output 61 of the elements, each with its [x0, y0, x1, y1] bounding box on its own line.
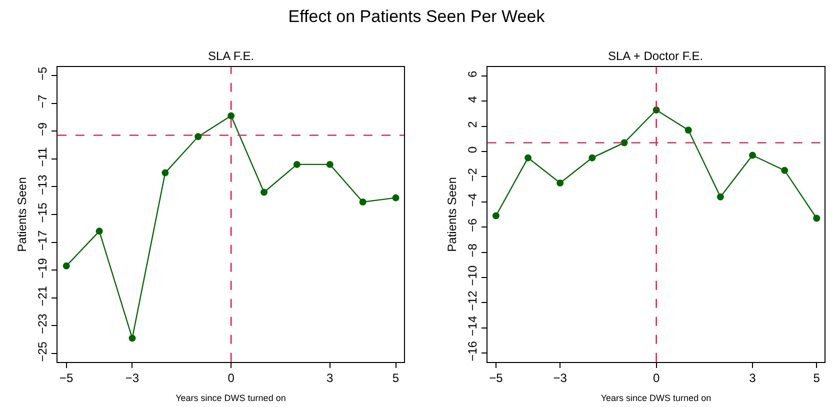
- y-tick-label: −2: [466, 168, 480, 182]
- x-axis-title: Years since DWS turned on: [176, 393, 286, 404]
- x-tick-label: 3: [749, 371, 756, 386]
- y-tick-label: −23: [36, 313, 50, 334]
- point: [620, 139, 628, 146]
- point: [588, 154, 596, 162]
- y-tick-label: −13: [36, 174, 50, 196]
- x-tick-label: 0: [652, 371, 660, 386]
- y-tick-label: 0: [466, 146, 480, 154]
- x-tick-label: −3: [553, 371, 568, 386]
- point: [293, 160, 300, 168]
- x-tick-label: −5: [489, 371, 504, 386]
- point: [524, 154, 532, 162]
- y-axis-title: Patients Seen: [444, 177, 459, 252]
- y-tick-label: −6: [466, 218, 480, 232]
- point: [96, 228, 103, 235]
- y-tick-label: −15: [36, 202, 50, 223]
- y-tick-label: −25: [36, 341, 50, 362]
- x-tick-label: −3: [125, 371, 140, 386]
- point: [684, 126, 692, 134]
- y-tick-label: −17: [36, 230, 50, 251]
- y-tick-label: −8: [466, 243, 480, 258]
- y-tick-label: −21: [36, 286, 50, 306]
- y-tick-label: 4: [466, 96, 480, 103]
- x-tick-label: 5: [392, 371, 400, 386]
- chart-subtitle: SLA F.E.: [208, 49, 254, 63]
- point: [359, 198, 366, 206]
- y-tick-label: −5: [36, 66, 50, 81]
- point: [128, 334, 136, 342]
- y-tick-label: −14: [466, 316, 480, 336]
- point: [392, 194, 400, 202]
- point: [162, 169, 169, 176]
- point: [194, 133, 202, 140]
- x-tick-label: −5: [60, 371, 74, 386]
- x-tick-label: 5: [813, 371, 820, 386]
- y-tick-label: −10: [466, 265, 480, 286]
- point: [326, 160, 334, 168]
- point: [556, 180, 564, 186]
- point: [228, 112, 235, 120]
- y-tick-label: −7: [36, 94, 50, 108]
- chart-title: Effect on Patients Seen Per Week: [288, 7, 546, 26]
- y-tick-label: −11: [36, 147, 50, 167]
- y-tick-label: −12: [466, 290, 480, 312]
- point: [62, 262, 70, 270]
- y-tick-label: 2: [466, 120, 480, 128]
- y-tick-label: −16: [466, 340, 480, 362]
- point: [492, 212, 500, 220]
- point: [716, 193, 724, 200]
- point: [813, 214, 820, 222]
- x-tick-label: 3: [326, 371, 334, 386]
- point: [749, 152, 756, 159]
- x-axis-title: Years since DWS turned on: [600, 393, 712, 404]
- point: [781, 166, 788, 174]
- y-axis-title: Patients Seen: [14, 177, 29, 252]
- y-tick-label: −9: [36, 122, 50, 136]
- point: [260, 188, 268, 196]
- y-tick-label: −19: [36, 258, 50, 278]
- y-tick-label: −4: [466, 192, 480, 207]
- chart-subtitle: SLA + Doctor F.E.: [608, 49, 704, 63]
- x-tick-label: 0: [228, 371, 235, 386]
- y-tick-label: 6: [466, 70, 480, 78]
